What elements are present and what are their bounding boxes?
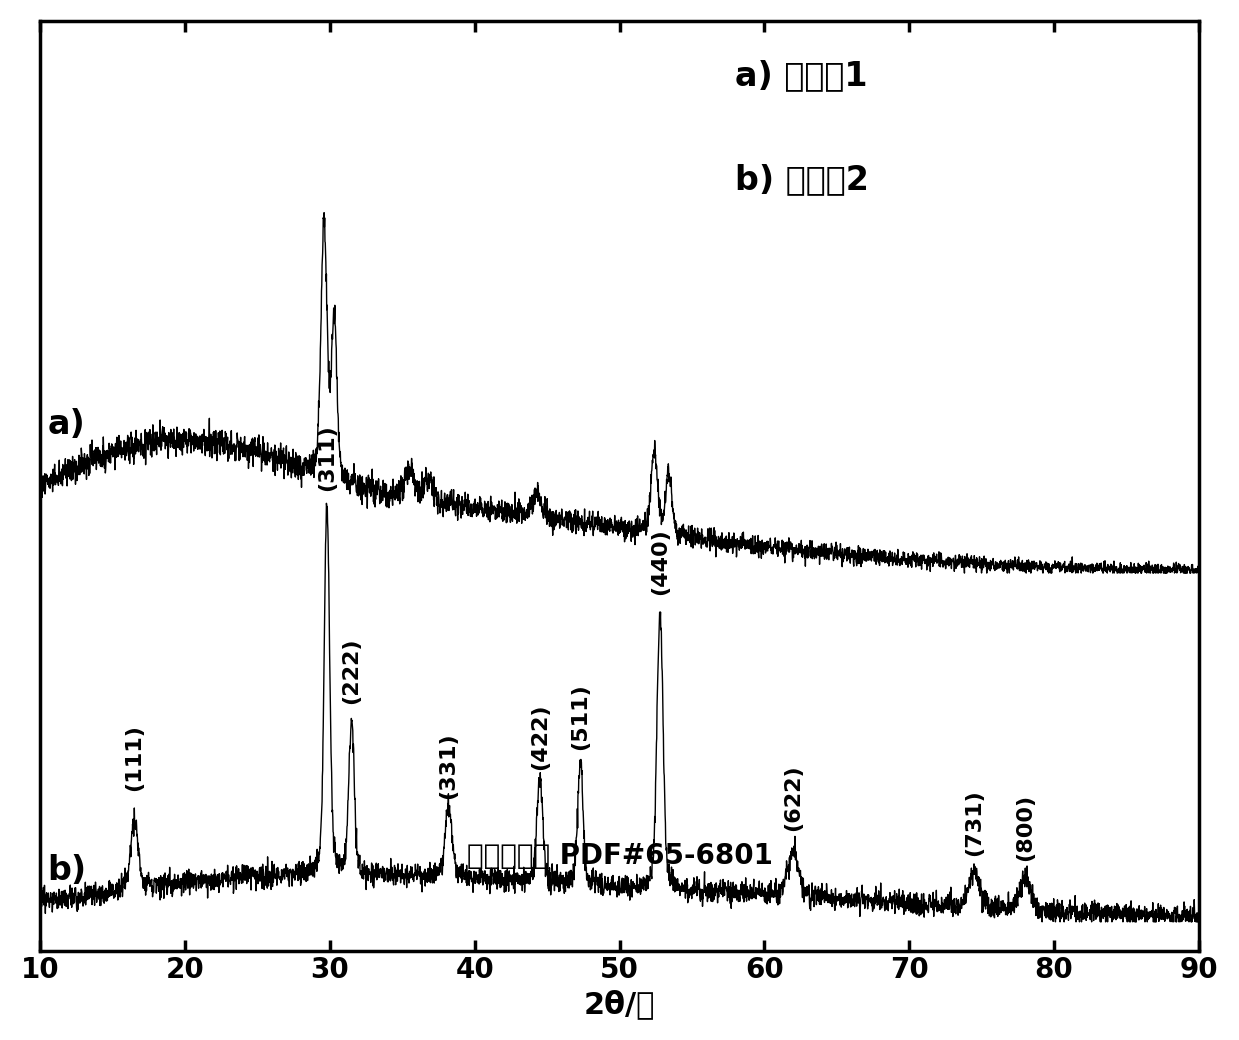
Text: (222): (222)	[342, 638, 362, 704]
Text: (331): (331)	[439, 733, 458, 800]
Text: (311): (311)	[317, 424, 337, 491]
Text: 镍黄铁矿相 PDF#65-6801: 镍黄铁矿相 PDF#65-6801	[467, 841, 772, 869]
Text: (111): (111)	[124, 724, 144, 790]
Text: (511): (511)	[570, 683, 591, 750]
X-axis label: 2θ/度: 2θ/度	[584, 989, 655, 1019]
Text: (800): (800)	[1015, 794, 1035, 861]
Text: b) 实施例2: b) 实施例2	[736, 163, 870, 197]
Text: a) 实施例1: a) 实施例1	[736, 59, 867, 92]
Text: (440): (440)	[650, 528, 670, 595]
Text: a): a)	[47, 408, 85, 441]
Text: (422): (422)	[530, 703, 550, 770]
Text: (731): (731)	[964, 789, 984, 857]
Text: (622): (622)	[783, 764, 803, 831]
Text: b): b)	[47, 854, 87, 887]
